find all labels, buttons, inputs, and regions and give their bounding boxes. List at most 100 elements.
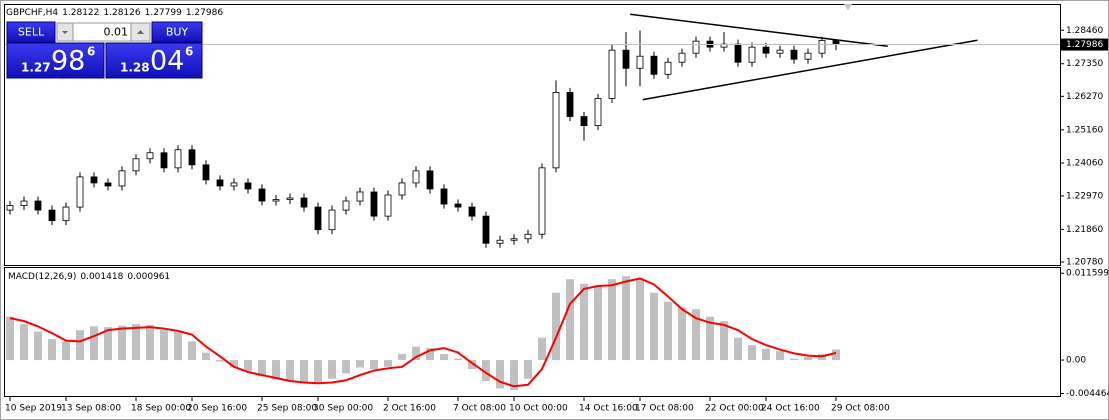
- close-value: 1.27986: [186, 8, 223, 18]
- macd-bar: [496, 360, 504, 389]
- macd-bar: [328, 360, 336, 379]
- candle-body: [580, 116, 588, 126]
- candle-body: [76, 176, 84, 208]
- macd-bar: [524, 360, 532, 379]
- candle-body: [454, 203, 462, 208]
- candle-body: [398, 182, 406, 196]
- candle-body: [636, 55, 644, 69]
- open-value: 1.28122: [62, 8, 99, 18]
- candle-body: [552, 92, 560, 169]
- macd-bar: [34, 331, 42, 361]
- candle-body: [776, 49, 784, 54]
- macd-bar: [426, 348, 434, 361]
- macd-bar: [692, 309, 700, 361]
- candle-body: [230, 182, 238, 187]
- macd-bar: [300, 360, 308, 383]
- shift-marker: [844, 4, 852, 10]
- buy-button[interactable]: [151, 21, 203, 43]
- macd-bar: [20, 324, 28, 361]
- candle-body: [650, 55, 658, 75]
- candle-body: [286, 197, 294, 200]
- x-tick-label: 24 Oct 16:00: [761, 404, 820, 414]
- macd-bar: [370, 360, 378, 370]
- candle-body: [692, 40, 700, 54]
- y-tick-label: -0.004464: [1066, 389, 1109, 399]
- macd-bar: [748, 345, 756, 361]
- macd-bar: [62, 341, 70, 361]
- x-tick-label: 30 Sep 00:00: [313, 404, 373, 414]
- macd-bar: [552, 292, 560, 361]
- macd-bar: [6, 316, 14, 361]
- macd-bar: [90, 326, 98, 361]
- macd-bar: [678, 307, 686, 361]
- macd-bar: [706, 316, 714, 361]
- candle-body: [174, 149, 182, 169]
- candle-body: [412, 170, 420, 184]
- header: GBPCHF,H4 1.28122 1.28126 1.27799 1.27986: [6, 8, 223, 18]
- candle-body: [146, 152, 154, 160]
- x-tick-label: 20 Sep 16:00: [187, 404, 247, 414]
- candle-body: [216, 179, 224, 187]
- sell-price-box[interactable]: [6, 42, 105, 79]
- macd-bar: [188, 341, 196, 361]
- macd-bar: [790, 358, 798, 361]
- candle-body: [566, 92, 574, 117]
- lot-up-arrow: [137, 30, 144, 34]
- buy-price-box[interactable]: [105, 42, 203, 79]
- candle-body: [202, 164, 210, 181]
- candle-body: [804, 52, 812, 60]
- buy-label[interactable]: BUY: [166, 26, 189, 39]
- x-tick-label: 17 Oct 08:00: [635, 404, 694, 414]
- candle-body: [594, 98, 602, 126]
- plot: 1.28460 1.27350 1.26270 1.25160 1.24060 1.229…: [5, 13, 1109, 414]
- candle-body: [244, 182, 252, 190]
- candle-body: [34, 200, 42, 211]
- macd-bar: [146, 324, 154, 361]
- candle-body: [538, 167, 546, 235]
- high-value: 1.28126: [103, 8, 140, 18]
- macd-bar: [566, 279, 574, 361]
- candle-body: [734, 43, 742, 63]
- buy-price-prefix: 1.28: [120, 61, 150, 75]
- candle-body: [300, 197, 308, 208]
- macd-bar: [216, 360, 224, 362]
- trendline: [642, 39, 978, 101]
- macd-bar: [762, 348, 770, 361]
- macd-bar: [258, 360, 266, 377]
- macd-bar: [664, 301, 672, 361]
- macd-bar: [76, 330, 84, 361]
- current-price-label: 1.27986: [1066, 40, 1103, 50]
- x-tick-label: 10 Oct 00:00: [509, 404, 568, 414]
- candle-body: [496, 239, 504, 244]
- candle-body: [468, 206, 476, 217]
- macd-bar: [272, 360, 280, 380]
- candle-body: [440, 188, 448, 205]
- candle-body: [678, 52, 686, 63]
- candle-body: [818, 40, 826, 54]
- macd-title: MACD(12,26,9) 0.001418 0.000961: [8, 272, 170, 282]
- trade-panel: SELL 0.01 BUY 1.27 98 6 1.28 04 6: [6, 21, 203, 79]
- sell-price-pips: 98: [51, 46, 85, 77]
- macd-bar: [286, 360, 294, 382]
- lot-value: 0.01: [104, 26, 129, 39]
- y-tick-label: 1.21860: [1066, 225, 1103, 235]
- macd-bar: [776, 351, 784, 361]
- low-value: 1.27799: [145, 8, 182, 18]
- macd-bar: [468, 360, 476, 370]
- candle-body: [104, 182, 112, 187]
- y-tick-label: 1.22970: [1066, 191, 1103, 201]
- x-tick-label: 10 Sep 2019: [5, 404, 62, 414]
- candle-body: [272, 199, 280, 202]
- macd-bar: [594, 285, 602, 361]
- sell-label[interactable]: SELL: [18, 26, 45, 39]
- sell-button[interactable]: [6, 21, 56, 43]
- macd-bar: [622, 276, 630, 361]
- x-tick-label: 29 Oct 08:00: [831, 404, 890, 414]
- candle-body: [524, 233, 532, 240]
- candle-body: [118, 170, 126, 187]
- y-tick-label: 1.28460: [1066, 26, 1103, 36]
- macd-bar: [230, 360, 238, 368]
- candle-body: [748, 46, 756, 63]
- macd-bar: [804, 357, 812, 361]
